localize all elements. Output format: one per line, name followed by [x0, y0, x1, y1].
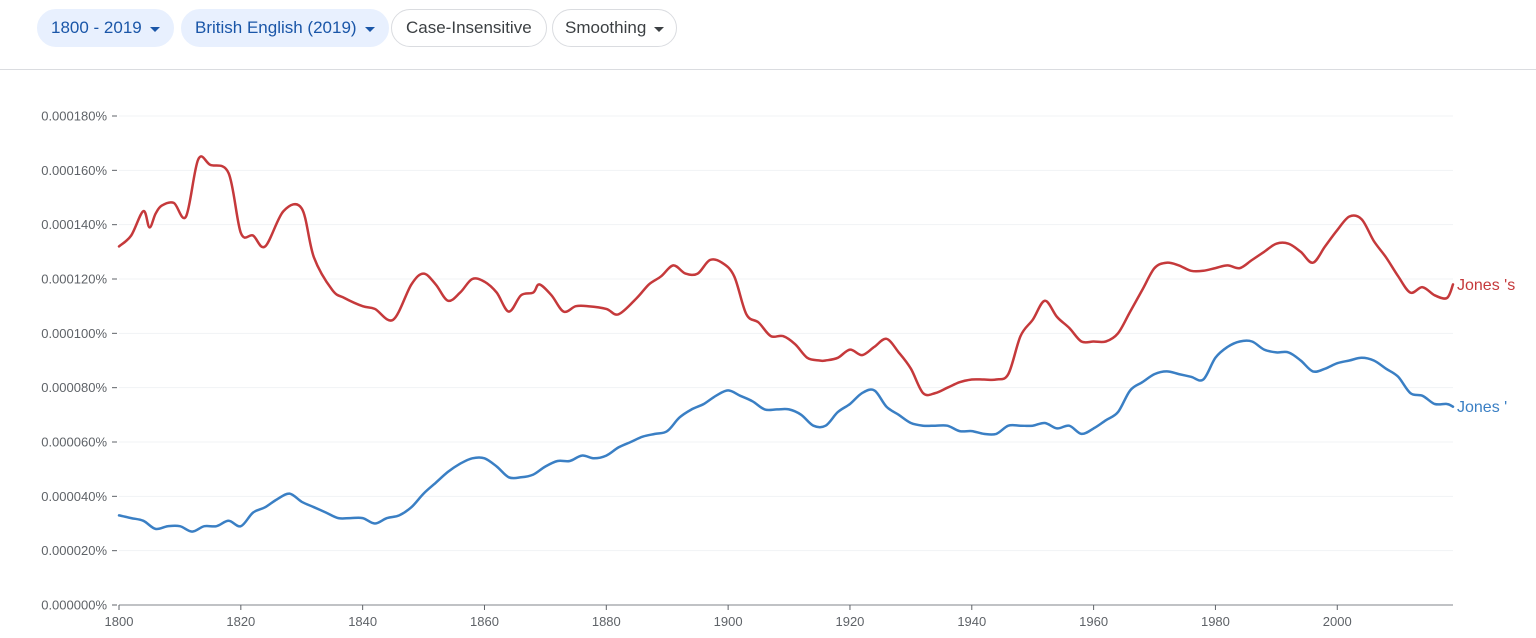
x-tick-label: 1800 [105, 614, 134, 629]
x-tick-label: 1820 [226, 614, 255, 629]
toolbar: 1800 - 2019 British English (2019) Case-… [0, 0, 1536, 70]
x-tick-label: 1860 [470, 614, 499, 629]
y-tick-label: 0.000060% [41, 435, 107, 450]
year-range-dropdown[interactable]: 1800 - 2019 [37, 9, 174, 47]
corpus-dropdown[interactable]: British English (2019) [181, 9, 389, 47]
case-insensitive-toggle[interactable]: Case-Insensitive [391, 9, 547, 47]
smoothing-dropdown[interactable]: Smoothing [552, 9, 678, 47]
x-tick-label: 1960 [1079, 614, 1108, 629]
series-line-jones-apostrophe[interactable] [117, 339, 1455, 533]
x-axis: 1800 1820 1840 1860 1880 1900 1920 1940 1960 1980… [105, 604, 1453, 629]
chevron-down-icon [364, 26, 375, 32]
chevron-down-icon [654, 26, 665, 32]
year-range-label: 1800 - 2019 [51, 18, 142, 37]
x-tick-label: 1920 [835, 614, 864, 629]
x-tick-label: 1980 [1201, 614, 1230, 629]
x-tick-label: 1940 [957, 614, 986, 629]
y-axis: 0.000000% 0.000020% 0.000040% 0.000060% 0.00… [41, 109, 117, 613]
smoothing-label: Smoothing [565, 18, 647, 37]
x-tick-label: 1840 [348, 614, 377, 629]
x-tick-label: 1880 [592, 614, 621, 629]
series-labels: Jones 's Jones ' [1457, 277, 1515, 416]
y-tick-label: 0.000160% [41, 163, 107, 178]
y-tick-label: 0.000180% [41, 109, 107, 124]
x-tick-label: 1900 [714, 614, 743, 629]
corpus-label: British English (2019) [195, 18, 357, 37]
series-label-jones-s[interactable]: Jones 's [1457, 277, 1515, 294]
y-tick-label: 0.000020% [41, 543, 107, 558]
chevron-down-icon [149, 26, 160, 32]
case-insensitive-label: Case-Insensitive [406, 18, 532, 37]
y-tick-label: 0.000080% [41, 380, 107, 395]
y-tick-label: 0.000140% [41, 217, 107, 232]
x-tick-label: 2000 [1323, 614, 1352, 629]
gridlines [119, 115, 1453, 552]
series-line-jones-s[interactable] [117, 155, 1455, 397]
y-tick-label: 0.000000% [41, 598, 107, 613]
y-tick-label: 0.000040% [41, 489, 107, 504]
y-tick-label: 0.000120% [41, 272, 107, 287]
series-lines[interactable] [117, 155, 1455, 533]
series-label-jones-apostrophe[interactable]: Jones ' [1457, 399, 1507, 416]
y-tick-label: 0.000100% [41, 326, 107, 341]
